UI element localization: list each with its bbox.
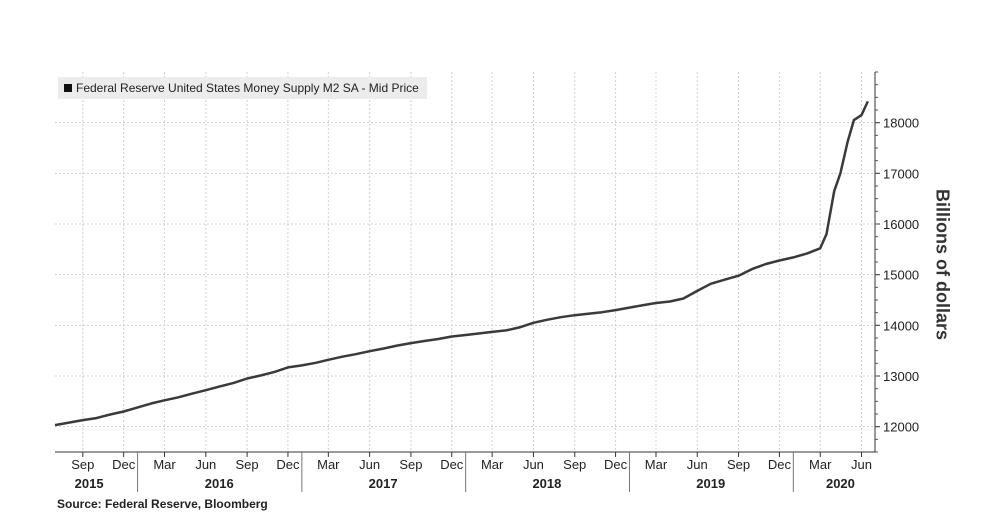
x-tick-label: Jun [523, 457, 544, 472]
x-tick-label: Dec [276, 457, 300, 472]
x-tick-label: Mar [481, 457, 504, 472]
legend-label: Federal Reserve United States Money Supp… [76, 81, 419, 95]
y-tick-label: 16000 [883, 217, 919, 232]
x-axis-ticks: Sep Dec Mar Jun Sep Dec Mar Jun Sep Dec Mar Jun Sep D… [71, 452, 872, 492]
x-tick-label: Mar [153, 457, 176, 472]
x-tick-label: Dec [768, 457, 792, 472]
x-tick-label: Mar [317, 457, 340, 472]
x-year-label: 2015 [75, 476, 104, 491]
x-tick-label: Jun [195, 457, 216, 472]
x-tick-label: Jun [359, 457, 380, 472]
x-year-label: 2017 [369, 476, 398, 491]
x-tick-label: Jun [687, 457, 708, 472]
y-axis-ticks: 12000 13000 14000 15000 16000 17000 18000 [875, 71, 919, 453]
y-tick-label: 13000 [883, 369, 919, 384]
y-tick-label: 15000 [883, 268, 919, 283]
x-year-label: 2018 [532, 476, 561, 491]
series-group [54, 100, 869, 427]
x-tick-label: Sep [236, 457, 259, 472]
series-line-m2 [54, 100, 869, 427]
x-tick-label: Sep [563, 457, 586, 472]
x-tick-label: Sep [727, 457, 750, 472]
x-year-label: 2019 [696, 476, 725, 491]
x-year-label: 2016 [205, 476, 234, 491]
legend-swatch [64, 84, 72, 92]
x-tick-label: Sep [399, 457, 422, 472]
x-tick-label: Mar [645, 457, 668, 472]
axes [55, 72, 876, 453]
horizontal-gridlines [55, 122, 875, 428]
x-tick-label: Sep [71, 457, 94, 472]
x-tick-label: Dec [604, 457, 628, 472]
y-tick-label: 12000 [883, 420, 919, 435]
x-tick-label: Mar [809, 457, 832, 472]
y-tick-label: 14000 [883, 318, 919, 333]
y-tick-label: 18000 [883, 116, 919, 131]
x-tick-label: Dec [440, 457, 464, 472]
x-tick-label: Jun [851, 457, 872, 472]
vertical-gridlines [82, 72, 863, 452]
x-tick-label: Dec [112, 457, 136, 472]
source-note: Source: Federal Reserve, Bloomberg [57, 497, 268, 511]
legend: Federal Reserve United States Money Supp… [58, 77, 427, 99]
y-tick-label: 17000 [883, 166, 919, 181]
y-axis-label: Billions of dollars [932, 189, 953, 341]
x-year-label: 2020 [826, 476, 855, 491]
